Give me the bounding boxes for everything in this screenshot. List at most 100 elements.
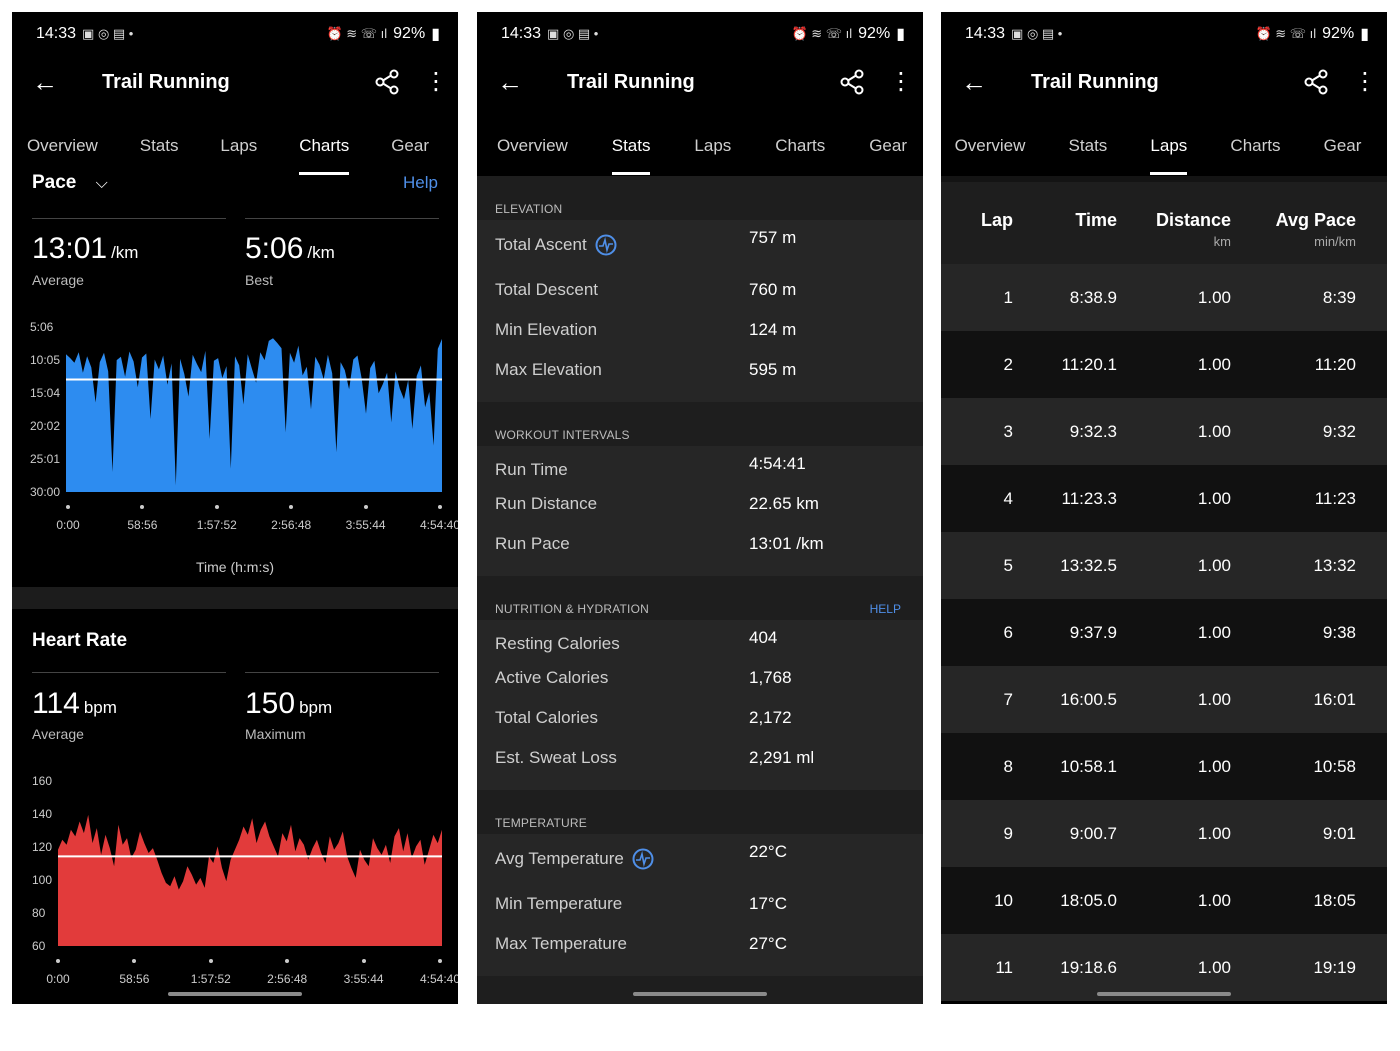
y-tick-label: 100: [32, 873, 53, 887]
share-icon[interactable]: [1301, 67, 1331, 97]
back-arrow-icon[interactable]: ←: [961, 66, 987, 97]
battery-level: 92%: [858, 25, 891, 42]
tab-charts[interactable]: Charts: [299, 130, 350, 176]
stat-name: Avg Temperature: [495, 848, 654, 870]
cell-time: 16:00.5: [1060, 690, 1117, 709]
tab-gear[interactable]: Gear: [1323, 136, 1362, 155]
cell-pace: 9:32: [1322, 422, 1356, 441]
tab-overview[interactable]: Overview: [26, 136, 98, 155]
pace-x-axis-title: Time (h:m:s): [195, 559, 275, 575]
home-indicator: [1097, 992, 1231, 996]
cell-lap: 2: [1003, 355, 1013, 374]
share-icon[interactable]: [372, 67, 402, 97]
tab-overview[interactable]: Overview: [496, 136, 568, 155]
section-header: TEMPERATURE: [477, 790, 923, 834]
x-tick-label: 1:57:52: [190, 972, 231, 986]
back-arrow-icon[interactable]: ←: [32, 66, 58, 97]
pace-average-unit: /km: [111, 243, 139, 262]
table-row[interactable]: 6 9:37.9 1.00 9:38: [941, 599, 1387, 666]
tab-bar: Overview Stats Laps Charts Gear: [477, 130, 923, 176]
stat-name-text: Total Ascent: [495, 235, 587, 254]
section-label: INTENSITY MINUTES: [495, 1002, 618, 1004]
y-tick-label: 10:05: [30, 353, 61, 367]
battery-level: 92%: [1322, 25, 1355, 42]
stat-name-text: Avg Temperature: [495, 849, 624, 868]
y-tick-label: 5:06: [30, 320, 54, 334]
share-icon[interactable]: [837, 67, 867, 97]
laps-screen: 14:33 ▣ ◎ ▤ • ⏰ ≋ ☏ ıl 92% ▮ ← Trail Runnin…: [941, 12, 1387, 1004]
more-options-icon[interactable]: ⋮: [889, 68, 913, 95]
activity-info-icon[interactable]: [632, 848, 654, 870]
hr-average-unit: bpm: [83, 698, 117, 717]
table-row[interactable]: 1 8:38.9 1.00 8:39: [941, 264, 1387, 331]
cell-distance: 1.00: [1197, 690, 1231, 709]
stats-section-rows: Run Time 4:54:41 Run Distance 22.65 km Run P…: [477, 446, 923, 576]
tab-gear[interactable]: Gear: [391, 136, 429, 155]
x-tick-label: 0:00: [46, 972, 70, 986]
table-row[interactable]: 5 13:32.5 1.00 13:32: [941, 532, 1387, 599]
activity-info-icon[interactable]: [595, 234, 617, 256]
tab-overview[interactable]: Overview: [954, 136, 1026, 155]
notification-icons: ▣ ◎ ▤ •: [1011, 26, 1063, 41]
table-row[interactable]: 9 9:00.7 1.00 9:01: [941, 800, 1387, 867]
tab-laps[interactable]: Laps: [220, 136, 258, 155]
pace-area: [66, 338, 442, 492]
x-tick-label: 0:00: [56, 518, 80, 532]
cell-pace: 9:38: [1322, 623, 1356, 642]
stat-name-text: Run Time: [495, 460, 568, 479]
y-tick-label: 60: [32, 939, 46, 953]
section-header: WORKOUT INTERVALS: [477, 402, 923, 446]
stat-name: Max Temperature: [495, 934, 627, 954]
stat-value: 595 m: [749, 360, 797, 379]
tab-bar: Overview Stats Laps Charts Gear: [12, 130, 450, 176]
x-tick-mark: [214, 505, 219, 509]
tab-stats[interactable]: Stats: [611, 130, 650, 176]
laps-table-header: Lap Time Distance km Avg Pace min/km: [941, 182, 1387, 264]
hr-max-value: 150: [245, 687, 296, 720]
x-tick-mark: [132, 959, 137, 963]
tab-gear[interactable]: Gear: [869, 136, 907, 155]
tab-laps[interactable]: Laps: [1150, 130, 1187, 176]
table-row[interactable]: 7 16:00.5 1.00 16:01: [941, 666, 1387, 733]
app-bar: ← Trail Running ⋮: [477, 60, 923, 104]
cell-time: 9:37.9: [1069, 623, 1117, 642]
more-options-icon[interactable]: ⋮: [1353, 68, 1377, 95]
cell-lap: 10: [994, 891, 1013, 910]
x-tick-label: 4:54:40: [419, 518, 458, 532]
header-distance: Distance: [1155, 210, 1231, 230]
battery-icon: ▮: [896, 26, 905, 43]
tab-laps[interactable]: Laps: [694, 136, 732, 155]
table-row[interactable]: 11 19:18.6 1.00 19:19: [941, 934, 1387, 1001]
stats-section-rows: Total Ascent 757 m Total Descent 760 m Min E…: [477, 220, 923, 402]
hr-average-label: Average: [32, 726, 84, 742]
table-row[interactable]: 8 10:58.1 1.00 10:58: [941, 733, 1387, 800]
cell-lap: 7: [1003, 690, 1013, 709]
x-tick-mark: [56, 959, 60, 963]
cell-lap: 9: [1003, 824, 1013, 843]
back-arrow-icon[interactable]: ←: [497, 66, 523, 97]
table-row[interactable]: 10 18:05.0 1.00 18:05: [941, 867, 1387, 934]
tab-charts[interactable]: Charts: [775, 136, 826, 155]
stat-name-text: Total Descent: [495, 280, 598, 299]
stat-name: Min Elevation: [495, 320, 597, 340]
heart-rate-chart: [58, 814, 442, 946]
table-row[interactable]: 3 9:32.3 1.00 9:32: [941, 398, 1387, 465]
table-row[interactable]: 4 11:23.3 1.00 11:23: [941, 465, 1387, 532]
section-help-link[interactable]: HELP: [869, 602, 901, 616]
tab-charts[interactable]: Charts: [1230, 136, 1281, 155]
signal-icons: ⏰ ≋ ☏ ıl: [791, 26, 853, 41]
stats-section-rows: Avg Temperature 22°C Min Temperature 17°C Ma…: [477, 834, 923, 976]
x-tick-label: 2:56:48: [271, 518, 312, 532]
metric-selector[interactable]: Pace ⌵: [32, 172, 438, 194]
heart-rate-title: Heart Rate: [32, 630, 128, 651]
help-link[interactable]: Help: [403, 173, 438, 192]
hr-max: 150 bpm: [245, 687, 332, 721]
home-indicator: [168, 992, 302, 996]
tab-stats[interactable]: Stats: [1068, 136, 1108, 155]
page-title: Trail Running: [567, 70, 695, 93]
tab-stats[interactable]: Stats: [139, 136, 179, 155]
header-lap: Lap: [980, 210, 1013, 230]
stat-name-text: Max Elevation: [495, 360, 602, 379]
more-options-icon[interactable]: ⋮: [424, 68, 448, 95]
table-row[interactable]: 2 11:20.1 1.00 11:20: [941, 331, 1387, 398]
